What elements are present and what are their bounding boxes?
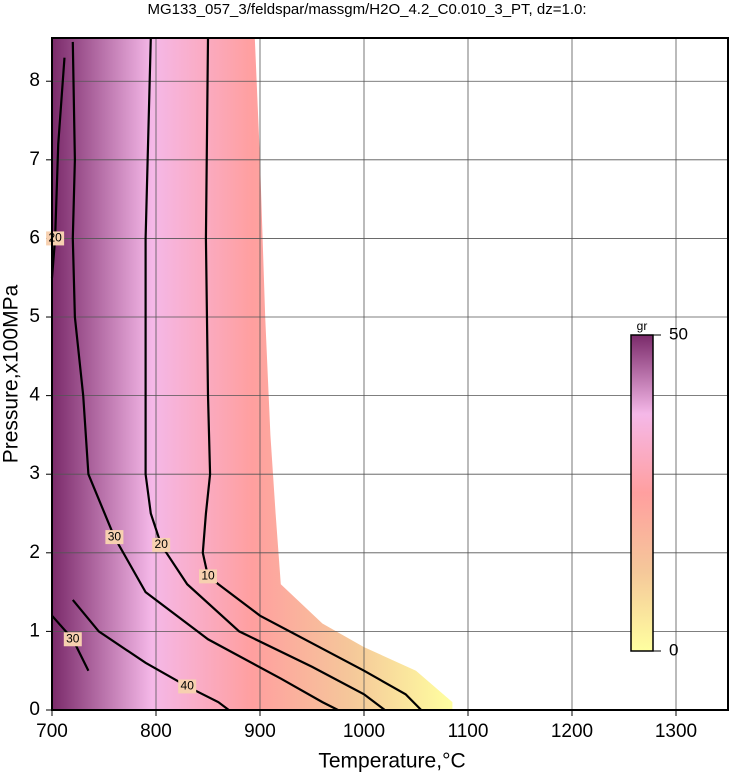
- x-tick-label: 1300: [655, 721, 697, 742]
- contour-label: 40: [181, 679, 195, 693]
- x-tick-label: 900: [244, 721, 276, 742]
- y-tick-label: 2: [29, 542, 40, 563]
- colorbar-label: gr: [637, 319, 648, 333]
- contour-label: 30: [66, 631, 80, 645]
- contour-label: 20: [155, 537, 169, 551]
- contour-label-bg: [152, 537, 171, 552]
- y-tick-label: 8: [29, 70, 40, 91]
- y-tick-label: 5: [29, 306, 40, 327]
- contour-line: [71, 41, 339, 711]
- y-tick-label: 0: [29, 699, 40, 720]
- contour-label: 10: [201, 569, 215, 583]
- colorbar-tick-label: 50: [669, 324, 688, 343]
- melt-field: [52, 38, 453, 710]
- x-tick-label: 700: [36, 721, 68, 742]
- contour-label-bg: [178, 679, 197, 694]
- colorbar-tick-label: 0: [669, 640, 678, 659]
- contour-label: 20: [48, 231, 62, 245]
- contour-label: 30: [108, 529, 122, 543]
- contour-label-bg: [199, 569, 217, 584]
- y-tick-label: 6: [29, 227, 40, 248]
- x-tick-label: 1000: [343, 721, 385, 742]
- chart-title: MG133_057_3/feldspar/massgm/H2O_4.2_C0.0…: [147, 1, 586, 18]
- x-tick-label: 800: [140, 721, 172, 742]
- x-tick-label: 1200: [551, 721, 593, 742]
- contour-line: [201, 37, 422, 711]
- x-axis-label: Temperature,°C: [318, 750, 465, 773]
- contour-label-bg: [63, 632, 82, 647]
- contour-label-bg: [46, 231, 65, 246]
- y-tick-label: 1: [29, 620, 40, 641]
- x-tick-label: 1100: [448, 721, 489, 742]
- y-tick-label: 3: [29, 463, 40, 484]
- colorbar: [630, 334, 654, 652]
- y-tick-label: 4: [29, 385, 40, 406]
- contour-line: [50, 57, 66, 278]
- contour-line: [71, 599, 230, 711]
- contour-label-bg: [105, 530, 124, 545]
- y-tick-label: 7: [29, 149, 40, 170]
- plot-frame: [51, 37, 729, 711]
- y-axis-label: Pressure,x100MPa: [0, 284, 23, 463]
